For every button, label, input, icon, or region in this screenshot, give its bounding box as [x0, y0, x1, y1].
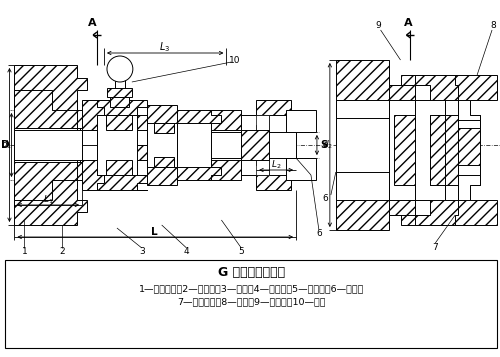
- Polygon shape: [242, 130, 269, 160]
- Polygon shape: [336, 100, 388, 200]
- Polygon shape: [82, 130, 147, 145]
- Polygon shape: [97, 115, 137, 175]
- Polygon shape: [176, 123, 212, 167]
- Polygon shape: [212, 132, 296, 158]
- Bar: [6, 260, 497, 348]
- Text: $L_2$: $L_2$: [271, 159, 281, 171]
- Polygon shape: [14, 128, 77, 162]
- Text: 3: 3: [139, 247, 144, 256]
- Polygon shape: [154, 157, 174, 167]
- Polygon shape: [82, 160, 104, 190]
- Bar: [77, 162, 82, 180]
- Polygon shape: [458, 120, 480, 175]
- Text: 6: 6: [316, 230, 322, 238]
- Circle shape: [107, 56, 133, 82]
- Text: G 型平行轴联轴器: G 型平行轴联轴器: [218, 266, 285, 280]
- Polygon shape: [176, 110, 222, 180]
- Polygon shape: [107, 88, 132, 97]
- Polygon shape: [416, 75, 458, 225]
- Polygon shape: [14, 130, 82, 160]
- Polygon shape: [388, 85, 415, 215]
- Polygon shape: [242, 115, 269, 175]
- Text: 1: 1: [22, 247, 28, 256]
- Text: 8: 8: [490, 20, 496, 30]
- Text: L: L: [152, 227, 158, 237]
- Polygon shape: [206, 110, 256, 180]
- Polygon shape: [388, 100, 415, 200]
- Polygon shape: [82, 100, 104, 130]
- Text: A: A: [404, 18, 413, 28]
- Polygon shape: [147, 123, 176, 167]
- Polygon shape: [106, 160, 132, 175]
- Polygon shape: [458, 100, 480, 200]
- Text: 1—半联轴器；2—主动盘；3—连杆；4—中间盘；5—被动盘；6—销轴；: 1—半联轴器；2—主动盘；3—连杆；4—中间盘；5—被动盘；6—销轴；: [138, 285, 364, 293]
- Polygon shape: [336, 60, 430, 230]
- Text: 4: 4: [184, 247, 190, 256]
- Polygon shape: [14, 65, 87, 225]
- Polygon shape: [256, 100, 291, 190]
- Polygon shape: [147, 105, 186, 185]
- Bar: [77, 110, 82, 128]
- Text: A: A: [88, 18, 96, 28]
- Text: 10: 10: [228, 55, 240, 65]
- Text: 6: 6: [322, 193, 328, 202]
- Polygon shape: [256, 115, 269, 175]
- Polygon shape: [286, 110, 316, 180]
- Polygon shape: [455, 75, 497, 225]
- Polygon shape: [106, 115, 132, 130]
- Polygon shape: [336, 118, 388, 172]
- Text: $L_1$: $L_1$: [43, 194, 54, 206]
- Text: S: S: [320, 140, 328, 150]
- Polygon shape: [206, 130, 242, 160]
- Polygon shape: [430, 115, 446, 185]
- Text: $d_1$: $d_1$: [1, 139, 12, 151]
- Polygon shape: [110, 97, 129, 107]
- Text: 9: 9: [376, 20, 382, 30]
- Polygon shape: [82, 145, 147, 160]
- Text: $L_3$: $L_3$: [159, 40, 170, 54]
- Text: 7—滚动轴承；8—挡环；9—隔离环；10—销轴: 7—滚动轴承；8—挡环；9—隔离环；10—销轴: [177, 297, 326, 307]
- Text: 5: 5: [238, 247, 244, 256]
- Polygon shape: [14, 90, 77, 128]
- Polygon shape: [286, 132, 296, 158]
- Text: $d_2$: $d_2$: [322, 139, 333, 151]
- Polygon shape: [458, 128, 480, 165]
- Text: 2: 2: [60, 247, 65, 256]
- Text: D: D: [1, 140, 10, 150]
- Polygon shape: [416, 100, 446, 200]
- Polygon shape: [394, 115, 415, 185]
- Polygon shape: [14, 162, 77, 200]
- Polygon shape: [97, 100, 147, 190]
- Text: 7: 7: [432, 242, 438, 251]
- Polygon shape: [154, 123, 174, 133]
- Polygon shape: [115, 69, 125, 90]
